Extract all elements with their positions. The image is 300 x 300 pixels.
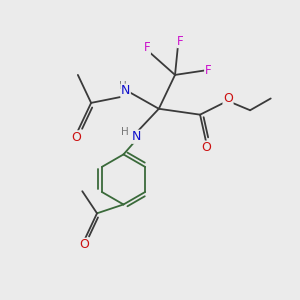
Text: N: N — [132, 130, 141, 143]
Text: H: H — [119, 81, 127, 91]
Text: O: O — [201, 141, 211, 154]
Text: F: F — [144, 41, 150, 54]
Text: F: F — [177, 34, 184, 48]
Text: O: O — [71, 131, 81, 144]
Text: F: F — [205, 64, 211, 77]
Text: N: N — [121, 84, 130, 97]
Text: O: O — [79, 238, 89, 251]
Text: O: O — [223, 92, 233, 105]
Text: H: H — [121, 127, 129, 137]
